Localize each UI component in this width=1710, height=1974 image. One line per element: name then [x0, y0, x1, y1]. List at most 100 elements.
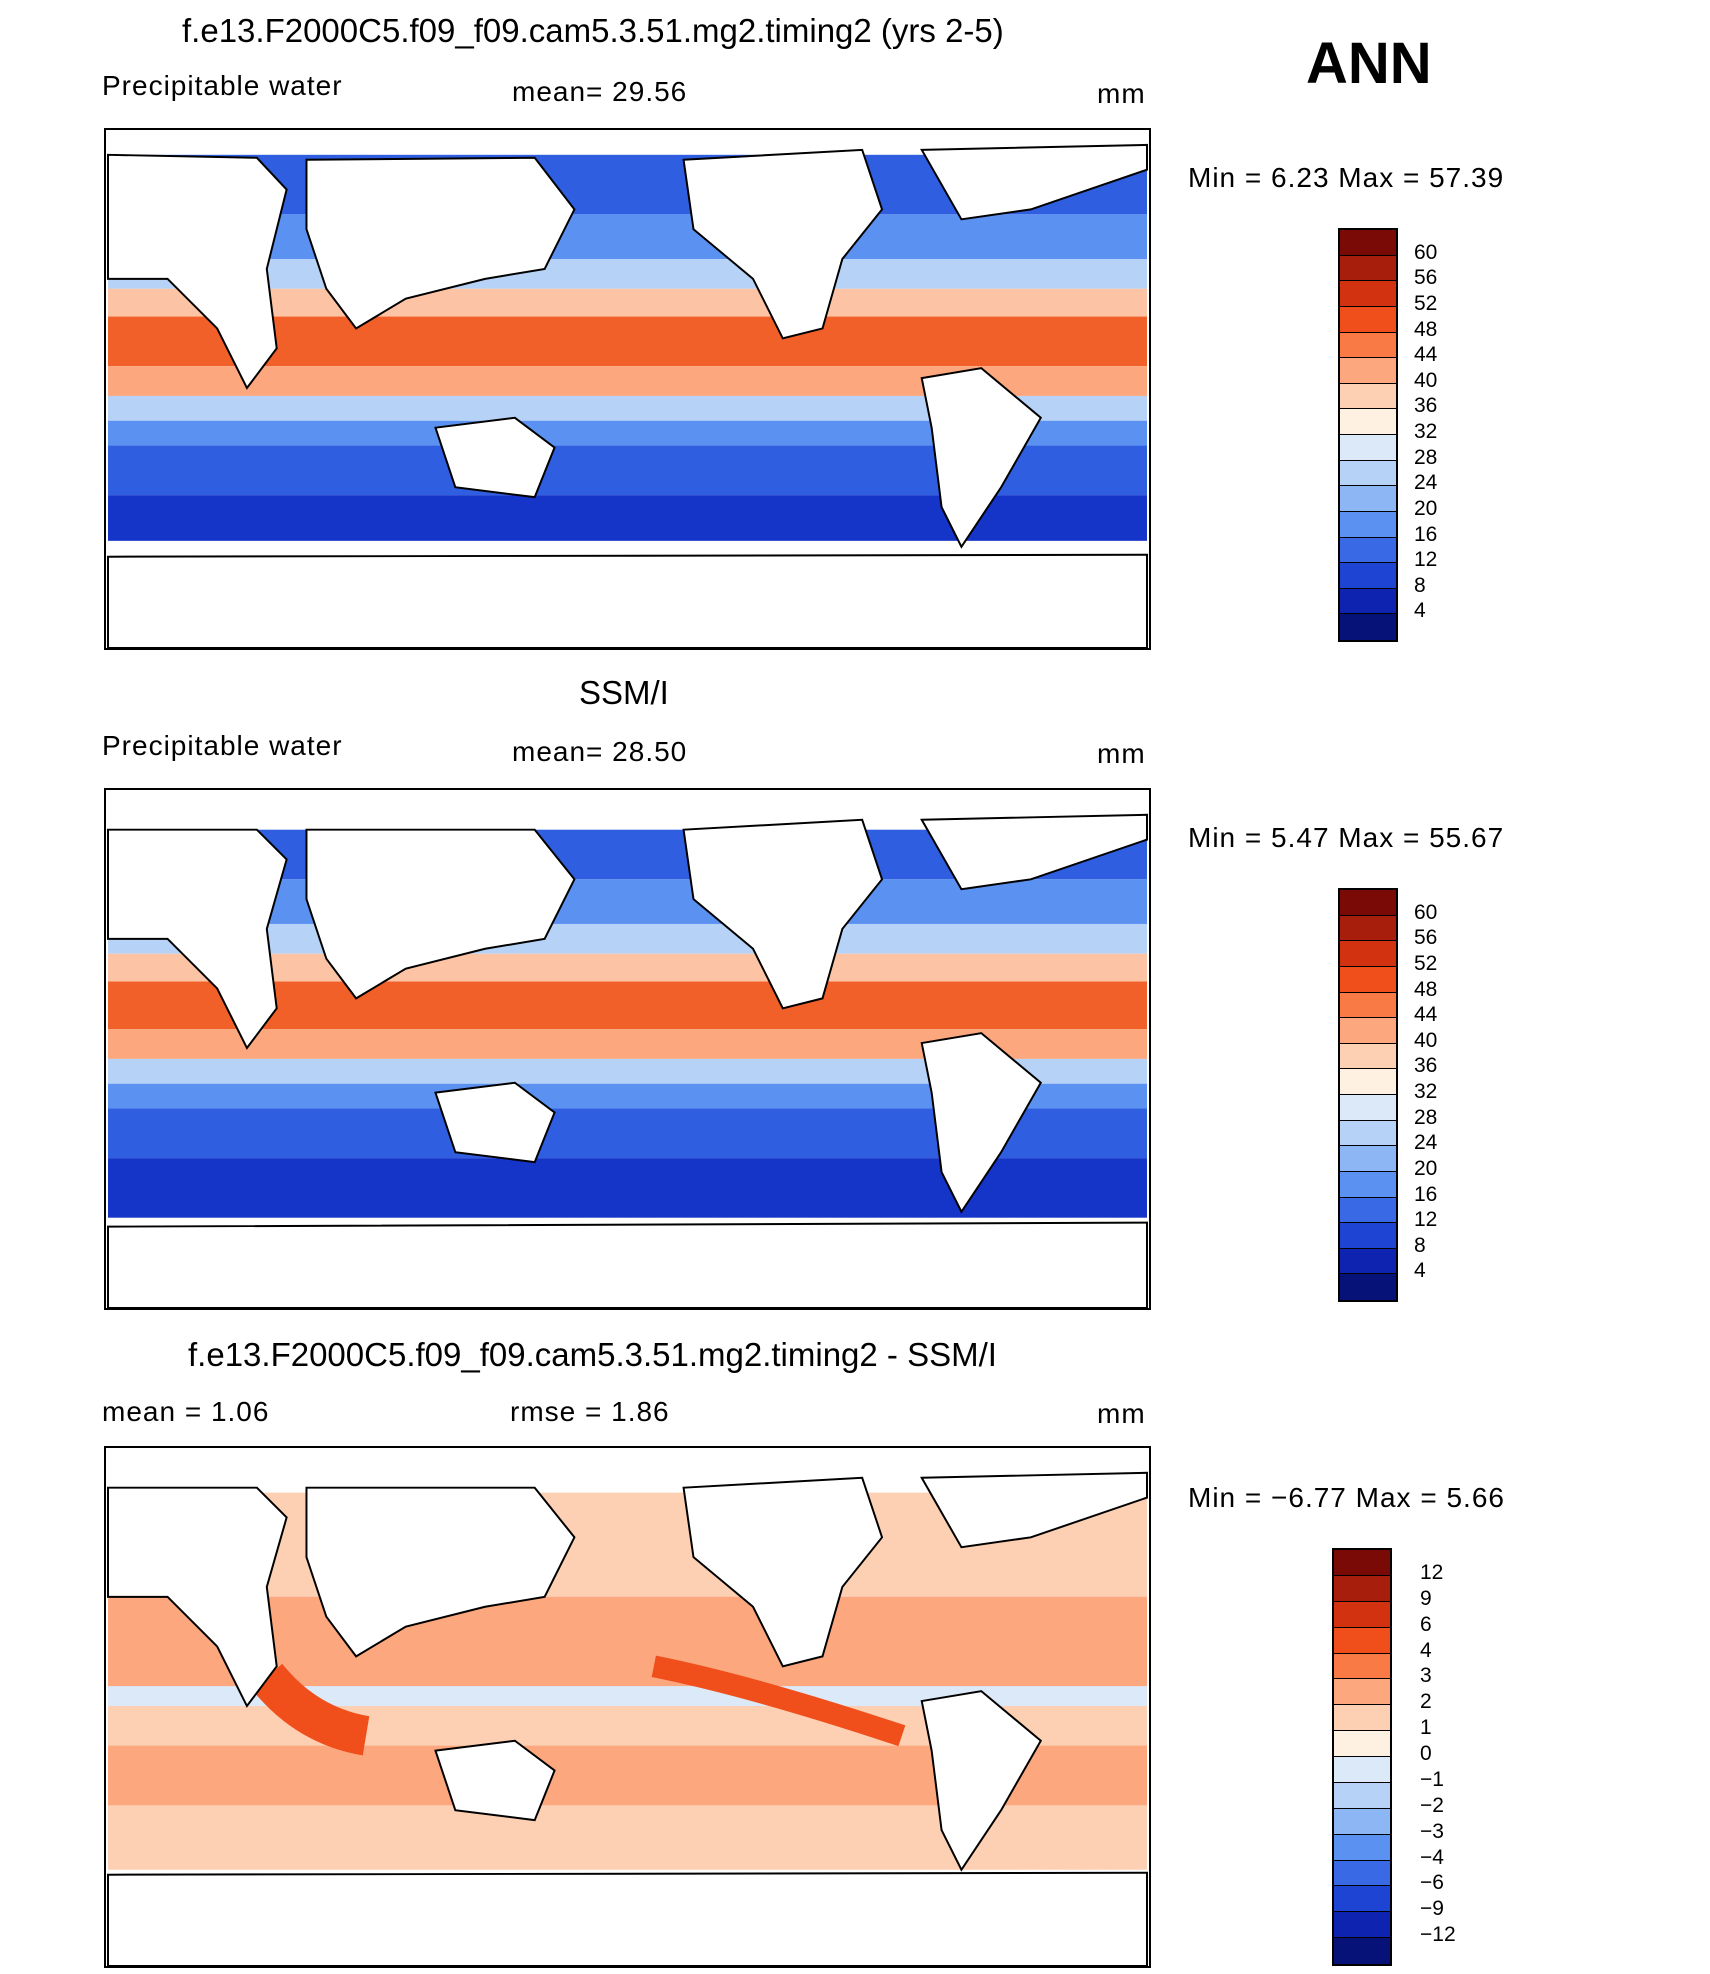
colorbar-tick-label: 28	[1414, 445, 1438, 469]
colorbar-segment	[1340, 1095, 1396, 1121]
colorbar-tick-label: 36	[1414, 394, 1438, 418]
colorbar-segment	[1340, 383, 1396, 410]
colorbar-segment	[1334, 1550, 1390, 1576]
colorbar-tick-label: 44	[1414, 1003, 1438, 1027]
panel-model-map	[104, 128, 1151, 650]
panel-diff-map	[104, 1446, 1151, 1968]
colorbar-segment	[1340, 1043, 1396, 1070]
colorbar-tick-label: 1	[1420, 1716, 1432, 1740]
panel-diff-field	[107, 1448, 1148, 1966]
colorbar-tick-label: 32	[1414, 1080, 1438, 1103]
colorbar-segment	[1334, 1938, 1390, 1964]
colorbar-tick-label: −12	[1420, 1923, 1456, 1947]
colorbar-segment	[1340, 358, 1396, 384]
colorbar-tick-label: 36	[1414, 1054, 1438, 1078]
colorbar-segment	[1334, 1731, 1390, 1757]
colorbar-segment	[1340, 306, 1396, 333]
colorbar-tick-label: 56	[1414, 926, 1438, 950]
colorbar-tick-label: −9	[1420, 1897, 1444, 1921]
colorbar-segment	[1340, 486, 1396, 512]
colorbar-tick-label: 48	[1414, 977, 1438, 1001]
colorbar-tick-label: −2	[1420, 1793, 1444, 1817]
colorbar-tick-label: −1	[1420, 1767, 1444, 1791]
colorbar-segment	[1340, 1274, 1396, 1300]
colorbar-segment	[1340, 614, 1396, 640]
colorbar-segment	[1334, 1601, 1390, 1628]
colorbar-segment	[1340, 1223, 1396, 1249]
colorbar-segment	[1340, 890, 1396, 916]
colorbar-tick-label: 20	[1414, 496, 1438, 520]
colorbar-segment	[1334, 1705, 1390, 1732]
colorbar-segment	[1340, 281, 1396, 307]
colorbar-tick-label: 44	[1414, 343, 1438, 367]
colorbar-tick-label: 32	[1414, 420, 1438, 443]
panel-model-variable-label: Precipitable water	[102, 70, 343, 101]
colorbar-tick-label: 48	[1414, 317, 1438, 341]
panel-model-units-label: mm	[1097, 78, 1146, 109]
colorbar-tick-label: 8	[1414, 573, 1426, 597]
panel-obs-colorbar	[1338, 888, 1398, 1302]
colorbar-tick-label: 12	[1414, 1208, 1438, 1232]
colorbar-segment	[1340, 537, 1396, 564]
colorbar-tick-label: 52	[1414, 951, 1438, 975]
colorbar-segment	[1334, 1860, 1390, 1887]
colorbar-segment	[1340, 1248, 1396, 1275]
colorbar-segment	[1340, 1069, 1396, 1095]
colorbar-tick-label: 16	[1414, 1182, 1438, 1206]
colorbar-segment	[1334, 1834, 1390, 1861]
colorbar-tick-label: 60	[1414, 900, 1438, 924]
colorbar-segment	[1334, 1679, 1390, 1706]
colorbar-tick-label: 4	[1414, 1259, 1426, 1283]
panel-model-title: f.e13.F2000C5.f09_f09.cam5.3.51.mg2.timi…	[182, 12, 1004, 49]
colorbar-tick-label: 12	[1414, 548, 1438, 572]
colorbar-tick-label: 24	[1414, 1131, 1438, 1155]
colorbar-tick-label: 40	[1414, 368, 1438, 392]
colorbar-tick-label: 20	[1414, 1156, 1438, 1180]
colorbar-segment	[1334, 1757, 1390, 1783]
colorbar-segment	[1334, 1886, 1390, 1913]
colorbar-segment	[1334, 1912, 1390, 1939]
panel-obs-title: SSM/I	[579, 674, 669, 711]
colorbar-segment	[1334, 1627, 1390, 1654]
colorbar-tick-label: 12	[1420, 1560, 1444, 1584]
colorbar-tick-label: 4	[1414, 599, 1426, 623]
colorbar-segment	[1340, 1197, 1396, 1224]
colorbar-segment	[1340, 992, 1396, 1019]
colorbar-tick-label: 52	[1414, 291, 1438, 315]
colorbar-segment	[1340, 435, 1396, 461]
colorbar-segment	[1340, 230, 1396, 256]
panel-diff-units-label: mm	[1097, 1398, 1146, 1429]
panel-model-field	[107, 130, 1148, 648]
panel-diff-minmax: Min = −6.77 Max = 5.66	[1188, 1482, 1505, 1513]
colorbar-tick-label: 9	[1420, 1586, 1432, 1610]
panel-obs-minmax: Min = 5.47 Max = 55.67	[1188, 822, 1505, 853]
colorbar-segment	[1334, 1653, 1390, 1680]
colorbar-tick-label: 0	[1420, 1742, 1432, 1765]
panel-model-colorbar	[1338, 228, 1398, 642]
colorbar-tick-label: −6	[1420, 1871, 1444, 1895]
colorbar-tick-label: 4	[1420, 1638, 1432, 1662]
colorbar-segment	[1340, 588, 1396, 615]
colorbar-segment	[1340, 255, 1396, 282]
panel-model-mean-label: mean= 29.56	[512, 76, 688, 107]
colorbar-segment	[1340, 563, 1396, 589]
colorbar-segment	[1340, 1171, 1396, 1198]
colorbar-segment	[1340, 1146, 1396, 1172]
panel-model-minmax: Min = 6.23 Max = 57.39	[1188, 162, 1505, 193]
colorbar-tick-label: −3	[1420, 1819, 1444, 1843]
panel-obs-field	[107, 790, 1148, 1308]
panel-obs-variable-label: Precipitable water	[102, 730, 343, 761]
colorbar-tick-label: 8	[1414, 1233, 1426, 1257]
colorbar-segment	[1340, 511, 1396, 538]
season-label: ANN	[1306, 31, 1432, 96]
colorbar-segment	[1334, 1782, 1390, 1809]
panel-obs-map	[104, 788, 1151, 1310]
colorbar-tick-label: 24	[1414, 471, 1438, 495]
colorbar-segment	[1334, 1575, 1390, 1602]
colorbar-segment	[1340, 332, 1396, 359]
colorbar-tick-label: −4	[1420, 1845, 1444, 1869]
colorbar-tick-label: 16	[1414, 522, 1438, 546]
panel-diff-rmse-label: rmse = 1.86	[510, 1396, 670, 1427]
colorbar-tick-label: 40	[1414, 1028, 1438, 1052]
colorbar-segment	[1340, 460, 1396, 487]
